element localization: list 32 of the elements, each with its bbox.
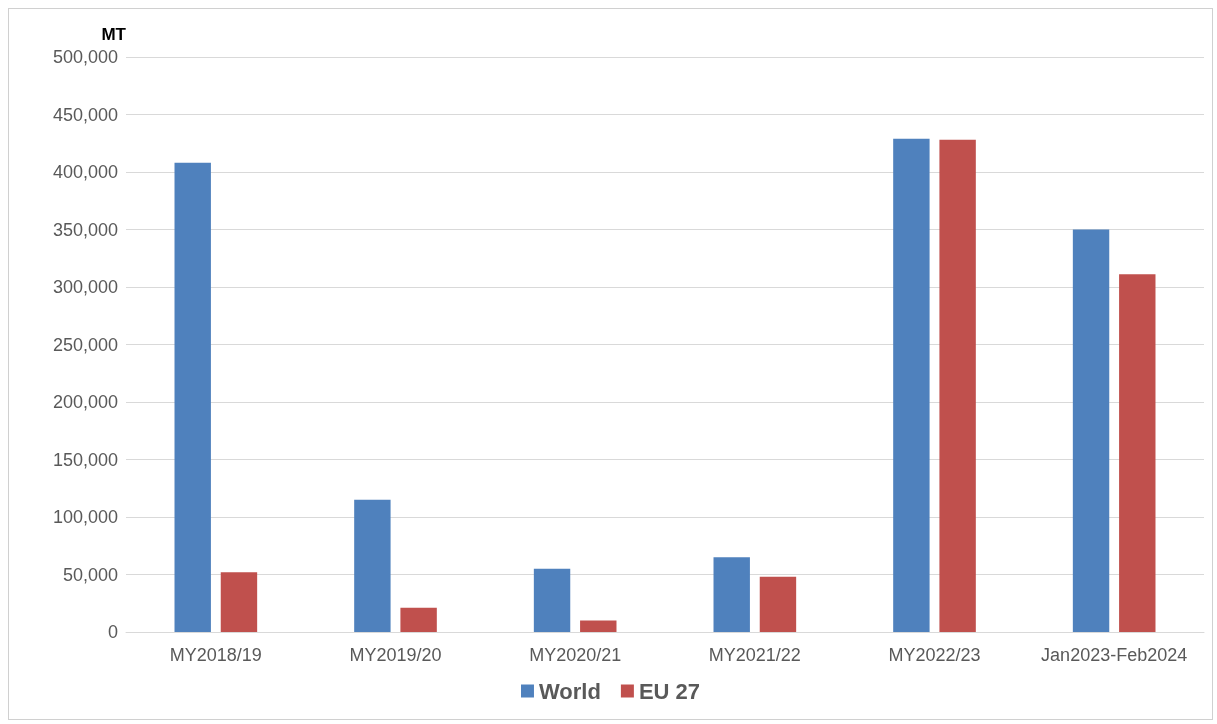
y-tick-label: 300,000: [52, 277, 118, 297]
bar: [1072, 229, 1110, 632]
y-tick-label: 150,000: [52, 449, 118, 470]
y-tick-label: 250,000: [52, 334, 118, 355]
x-tick-label: MY2018/19: [169, 645, 262, 665]
bar: [893, 138, 930, 632]
x-tick-label: Jan2023-Feb2024: [1041, 645, 1188, 665]
x-tick-label: MY2020/21: [529, 645, 622, 665]
bar: [220, 572, 258, 632]
x-tick-label: MY2019/20: [349, 645, 442, 665]
bar: [939, 139, 976, 632]
y-axis-title: MT: [101, 25, 127, 44]
y-tick-label: 500,000: [52, 47, 118, 67]
y-tick-label: 50,000: [62, 564, 118, 585]
y-tick-label: 200,000: [52, 392, 118, 412]
legend-label: EU 27: [638, 678, 701, 704]
x-tick-label: MY2022/23: [888, 645, 981, 665]
bar: [580, 620, 617, 632]
bar: [400, 607, 437, 632]
bar: [713, 557, 750, 632]
bar: [533, 568, 571, 632]
bar: [174, 162, 211, 632]
legend-label: World: [538, 678, 601, 704]
x-tick-label: MY2021/22: [708, 645, 801, 665]
bar: [354, 499, 391, 632]
y-tick-label: 100,000: [52, 507, 118, 527]
y-tick-label: 0: [107, 622, 118, 642]
y-tick-label: 400,000: [52, 162, 118, 182]
bar: [759, 576, 797, 632]
y-tick-label: 450,000: [52, 104, 118, 125]
y-tick-label: 350,000: [52, 219, 118, 240]
bar: [1119, 274, 1156, 632]
